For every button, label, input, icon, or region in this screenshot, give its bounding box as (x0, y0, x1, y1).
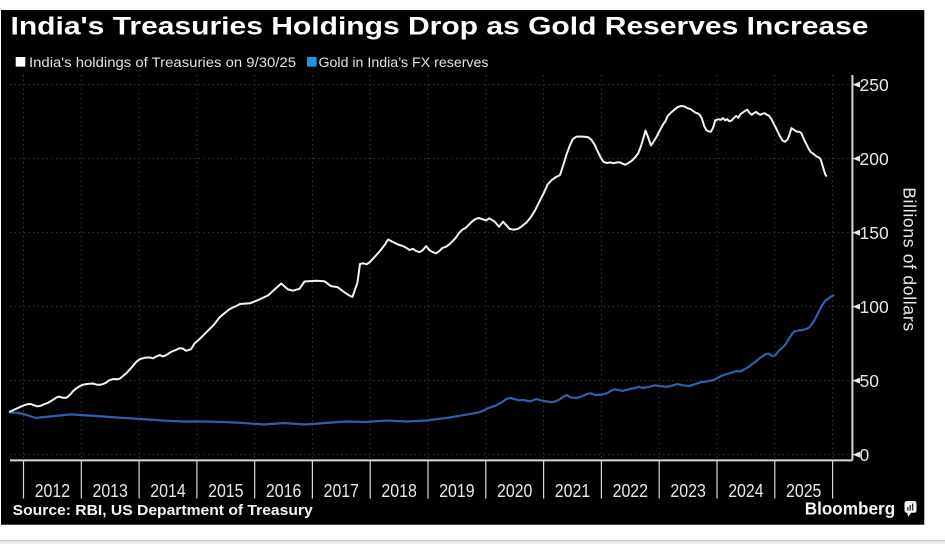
svg-text:2018: 2018 (381, 480, 416, 501)
svg-text:Gold in India’s FX reserves: Gold in India’s FX reserves (319, 55, 489, 70)
svg-text:150: 150 (860, 223, 889, 243)
svg-text:India's holdings of Treasuries: India's holdings of Treasuries on 9/30/2… (29, 55, 296, 70)
svg-text:2020: 2020 (497, 480, 532, 501)
svg-text:2015: 2015 (208, 480, 243, 501)
svg-text:250: 250 (860, 75, 889, 95)
svg-text:2012: 2012 (35, 480, 70, 501)
svg-text:2017: 2017 (324, 480, 359, 501)
svg-text:2013: 2013 (92, 480, 127, 501)
svg-text:2014: 2014 (150, 480, 185, 501)
svg-text:100: 100 (860, 297, 889, 317)
svg-text:2016: 2016 (266, 480, 301, 501)
svg-text:Billions of dollars: Billions of dollars (900, 187, 920, 332)
svg-text:Source: RBI, US Department of: Source: RBI, US Department of Treasury (13, 502, 314, 519)
svg-text:Bloomberg: Bloomberg (805, 499, 896, 519)
svg-text:0: 0 (860, 445, 870, 465)
svg-text:2024: 2024 (728, 480, 763, 501)
svg-text:2023: 2023 (670, 480, 705, 501)
svg-text:2019: 2019 (439, 480, 474, 501)
svg-text:2021: 2021 (555, 480, 590, 501)
svg-text:India's Treasuries Holdings Dr: India's Treasuries Holdings Drop as Gold… (11, 12, 869, 40)
svg-text:50: 50 (860, 371, 880, 391)
svg-text:2025: 2025 (786, 480, 821, 501)
svg-text:2022: 2022 (613, 480, 648, 501)
svg-text:200: 200 (860, 149, 889, 169)
